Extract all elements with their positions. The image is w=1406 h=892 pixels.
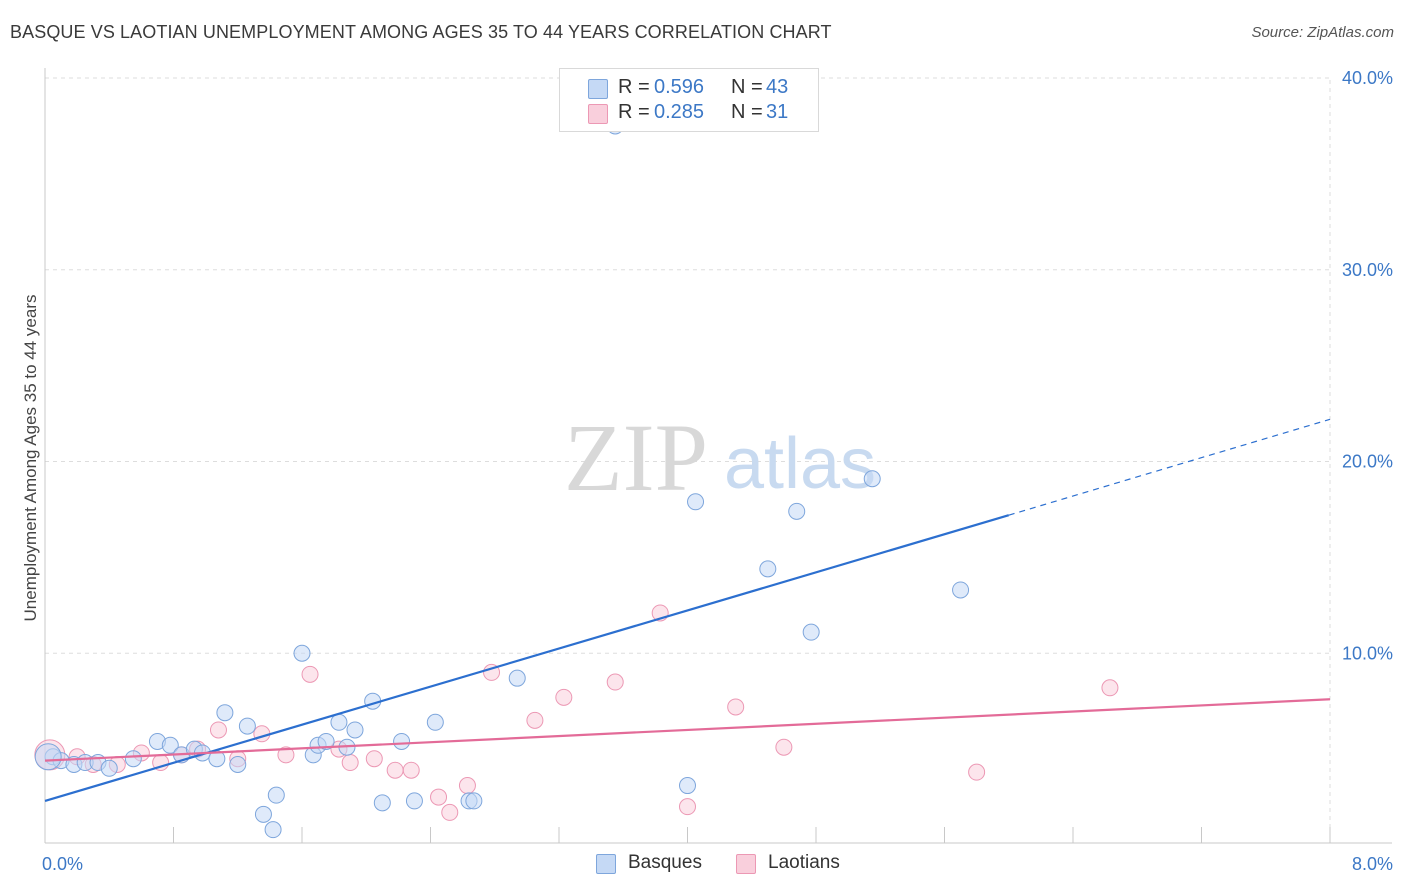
legend-n-label: N = xyxy=(731,76,763,98)
basque-point xyxy=(34,743,62,771)
laotian-point xyxy=(679,798,696,816)
basque-point xyxy=(330,713,348,731)
basque-point xyxy=(373,794,391,812)
laotian-point xyxy=(458,777,476,795)
legend-n-label: N = xyxy=(731,101,763,123)
basques-trend-extension xyxy=(1008,418,1331,516)
x-tick-label: 8.0% xyxy=(1352,854,1393,874)
y-tick-label: 30.0% xyxy=(1342,260,1393,280)
watermark-zip: ZIP xyxy=(564,404,708,511)
legend-n-value-basques: 43 xyxy=(766,76,789,98)
basque-point xyxy=(788,502,806,520)
legend-r-label: R = xyxy=(618,76,650,98)
basque-point xyxy=(465,792,483,810)
watermark: ZIP atlas xyxy=(564,404,876,511)
laotian-point xyxy=(968,763,986,781)
basque-point xyxy=(161,736,179,754)
basque-point xyxy=(679,777,696,795)
basque-point xyxy=(405,792,423,810)
legend-r-label: R = xyxy=(618,101,650,123)
basque-point xyxy=(426,713,444,731)
basque-point xyxy=(346,721,364,739)
basques-trend-line xyxy=(44,514,1010,802)
source-credit: Source: ZipAtlas.com xyxy=(1251,24,1394,41)
basque-point xyxy=(267,786,285,804)
laotian-point xyxy=(386,761,404,779)
laotian-point xyxy=(209,721,227,739)
basque-point xyxy=(124,750,142,768)
basque-point xyxy=(802,623,820,641)
laotian-point xyxy=(402,761,420,779)
basques-swatch xyxy=(588,79,608,99)
watermark-atlas: atlas xyxy=(724,424,876,504)
y-tick-label: 20.0% xyxy=(1342,452,1393,472)
basque-point xyxy=(863,470,881,488)
basques-legend-label: Basques xyxy=(628,852,702,873)
laotian-point xyxy=(430,788,448,806)
laotian-point xyxy=(1101,679,1119,697)
basque-point xyxy=(238,717,256,735)
trend-lines xyxy=(44,418,1331,802)
basque-point xyxy=(952,581,970,599)
basque-point xyxy=(100,759,118,777)
x-tick-label: 0.0% xyxy=(42,854,83,874)
laotian-point xyxy=(606,673,624,691)
basque-point xyxy=(687,493,705,511)
basques-points xyxy=(34,117,970,839)
basque-point xyxy=(216,704,234,722)
y-axis-label: Unemployment Among Ages 35 to 44 years xyxy=(21,295,40,622)
laotians-points xyxy=(34,604,1119,821)
basque-point xyxy=(254,805,272,823)
chart-title: BASQUE VS LAOTIAN UNEMPLOYMENT AMONG AGE… xyxy=(10,22,832,42)
laotian-point xyxy=(301,665,319,683)
basque-point xyxy=(508,669,526,687)
basque-point xyxy=(264,821,282,839)
basque-point xyxy=(317,732,335,750)
basque-point xyxy=(759,560,777,578)
laotian-point xyxy=(365,750,383,768)
laotian-point xyxy=(277,746,295,764)
y-tick-label: 40.0% xyxy=(1342,68,1393,88)
laotian-point xyxy=(341,754,359,772)
correlation-legend: R = 0.596 N = 43 R = 0.285 N = 31 xyxy=(559,68,819,132)
laotians-legend-swatch xyxy=(736,854,756,874)
laotian-point xyxy=(775,738,793,756)
laotians-trend-line xyxy=(44,698,1331,762)
basque-point xyxy=(393,732,411,750)
legend-r-value-basques: 0.596 xyxy=(654,76,705,98)
basque-point xyxy=(293,644,311,662)
axes xyxy=(44,68,1392,844)
laotian-point xyxy=(555,688,573,706)
y-tick-label: 10.0% xyxy=(1342,643,1393,663)
legend-n-value-laotians: 31 xyxy=(766,101,789,123)
laotian-point xyxy=(727,698,745,716)
laotian-point xyxy=(526,711,544,729)
tick-labels: 10.0% 20.0% 30.0% 40.0% 0.0% 8.0% xyxy=(42,68,1393,874)
laotians-swatch xyxy=(588,104,608,124)
legend-r-value-laotians: 0.285 xyxy=(654,101,705,123)
laotians-legend-label: Laotians xyxy=(768,852,840,873)
basques-legend-swatch xyxy=(596,854,616,874)
laotian-point xyxy=(441,803,459,821)
basque-point xyxy=(229,755,247,773)
